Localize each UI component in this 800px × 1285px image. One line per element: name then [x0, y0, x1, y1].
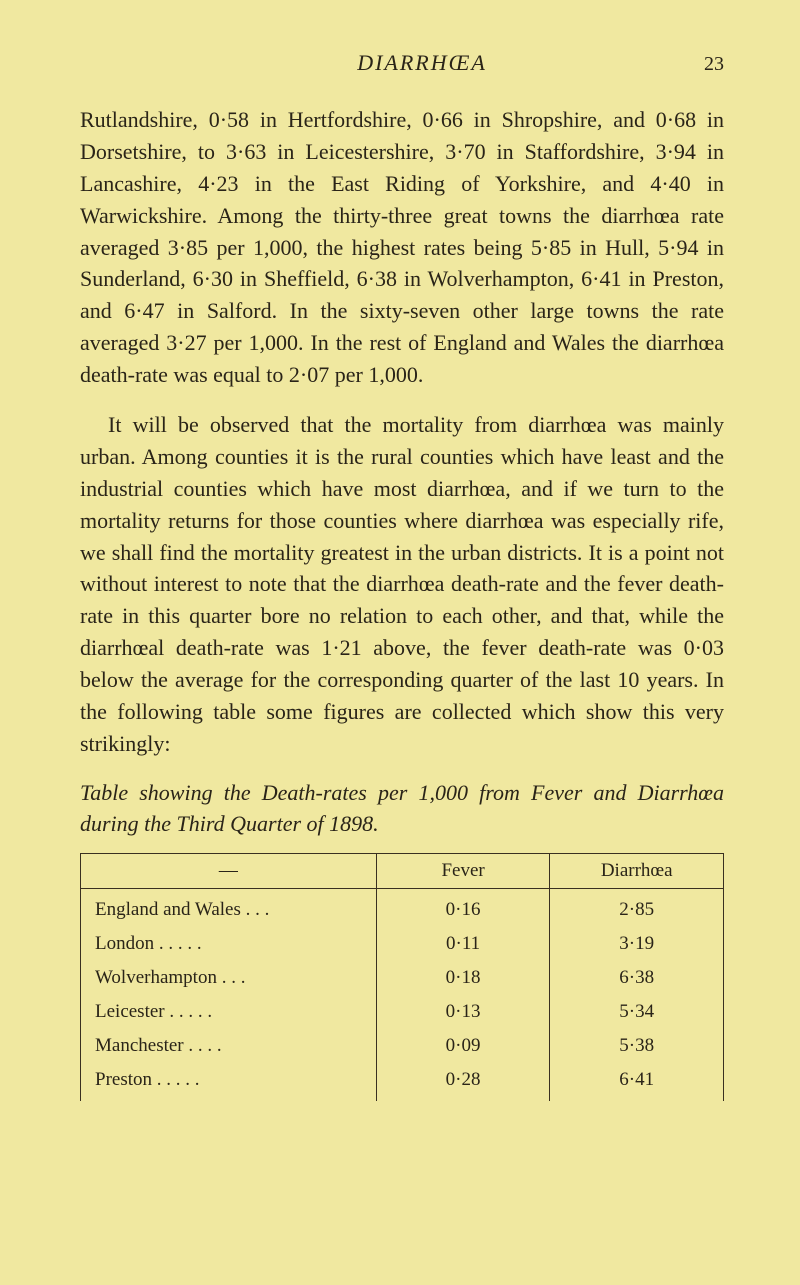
- row-label: Wolverhampton . . .: [81, 961, 377, 995]
- table-caption: Table showing the Death-rates per 1,000 …: [80, 778, 724, 840]
- table-row: Manchester . . . . 0·09 5·38: [81, 1029, 724, 1063]
- table-row: Wolverhampton . . . 0·18 6·38: [81, 961, 724, 995]
- row-label: London . . . . .: [81, 927, 377, 961]
- row-diarrhoea: 6·41: [550, 1063, 724, 1101]
- row-fever: 0·09: [376, 1029, 550, 1063]
- table-row: Leicester . . . . . 0·13 5·34: [81, 995, 724, 1029]
- table-col-dash: —: [81, 854, 377, 889]
- death-rates-table: — Fever Diarrhœa England and Wales . . .…: [80, 853, 724, 1101]
- table-row: Preston . . . . . 0·28 6·41: [81, 1063, 724, 1101]
- row-diarrhoea: 3·19: [550, 927, 724, 961]
- row-fever: 0·11: [376, 927, 550, 961]
- running-title: DIARRHŒA: [297, 50, 487, 76]
- row-fever: 0·13: [376, 995, 550, 1029]
- row-fever: 0·16: [376, 889, 550, 928]
- row-label: England and Wales . . .: [81, 889, 377, 928]
- table-row: England and Wales . . . 0·16 2·85: [81, 889, 724, 928]
- table-header-row: — Fever Diarrhœa: [81, 854, 724, 889]
- row-diarrhoea: 5·38: [550, 1029, 724, 1063]
- row-fever: 0·28: [376, 1063, 550, 1101]
- row-fever: 0·18: [376, 961, 550, 995]
- table-col-diarrhoea: Diarrhœa: [550, 854, 724, 889]
- table-col-fever: Fever: [376, 854, 550, 889]
- row-diarrhoea: 5·34: [550, 995, 724, 1029]
- row-diarrhoea: 2·85: [550, 889, 724, 928]
- page-header: DIARRHŒA 23: [80, 50, 724, 76]
- row-diarrhoea: 6·38: [550, 961, 724, 995]
- page-number: 23: [704, 53, 724, 76]
- row-label: Manchester . . . .: [81, 1029, 377, 1063]
- paragraph-2: It will be observed that the mortality f…: [80, 409, 724, 760]
- table-row: London . . . . . 0·11 3·19: [81, 927, 724, 961]
- row-label: Preston . . . . .: [81, 1063, 377, 1101]
- paragraph-1: Rutlandshire, 0·58 in Hertfordshire, 0·6…: [80, 104, 724, 391]
- row-label: Leicester . . . . .: [81, 995, 377, 1029]
